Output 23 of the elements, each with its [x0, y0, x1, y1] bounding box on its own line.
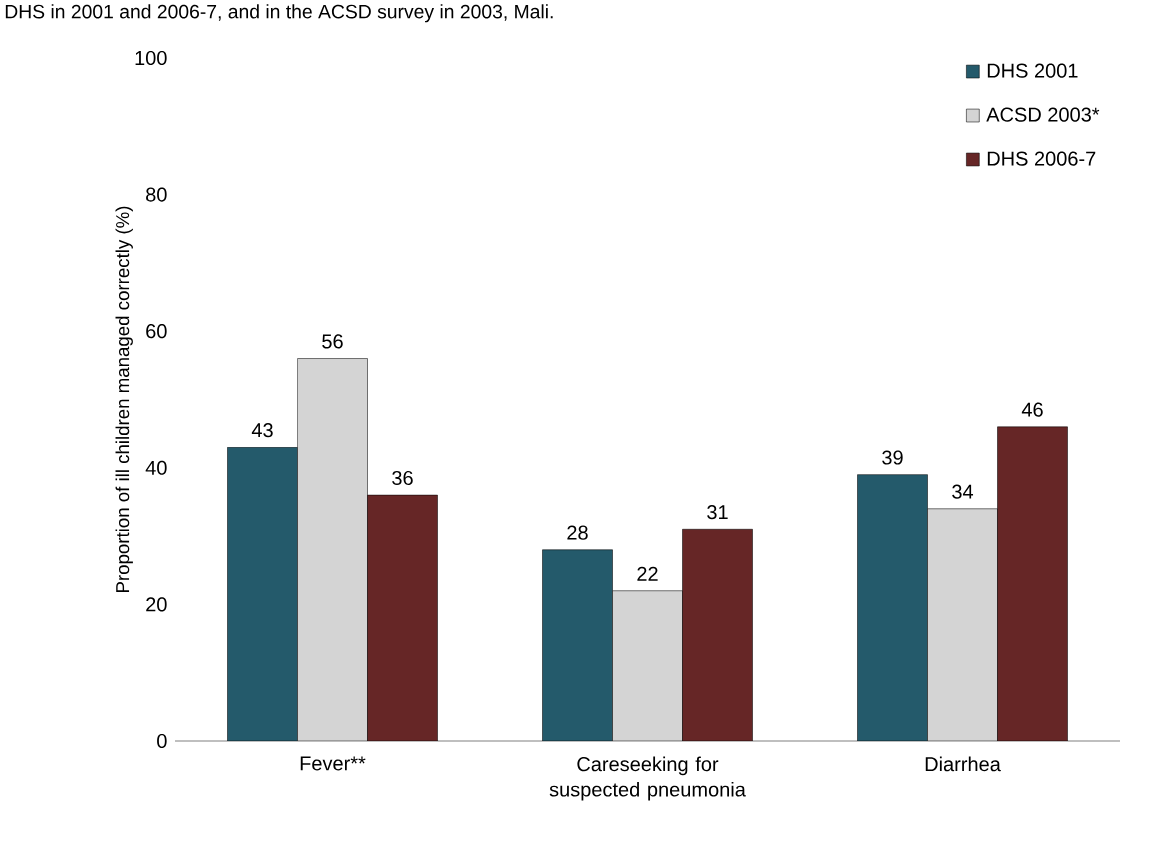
x-tick-label: Diarrhea [925, 756, 1001, 772]
y-tick-label: 100 [135, 50, 167, 66]
legend-label: ACSD 2003* [986, 107, 1100, 122]
data-label: 22 [637, 566, 658, 581]
data-label: 34 [952, 484, 974, 499]
data-label: 36 [392, 470, 413, 486]
y-tick-label: 0 [157, 733, 167, 749]
legend-label: DHS 2006-7 [987, 151, 1096, 166]
y-tick-label: 20 [146, 597, 167, 612]
data-label: 31 [707, 505, 728, 520]
y-axis-title: Proportion of ill children managed correctly (%) [115, 206, 133, 592]
y-tick-label: 80 [146, 187, 167, 202]
y-tick-label: 60 [146, 324, 167, 339]
data-label: 43 [251, 423, 273, 438]
data-label: 56 [322, 334, 343, 349]
y-tick-label: 40 [145, 460, 167, 475]
x-tick-label: Fever** [300, 756, 366, 771]
data-label: 28 [567, 525, 588, 540]
legend-label: DHS 2001 [987, 63, 1078, 78]
x-tick-label: Careseeking for suspected pneumonia [549, 756, 746, 801]
data-label: 46 [1021, 402, 1043, 417]
data-label: 39 [882, 450, 903, 465]
chart-title: DHS in 2001 and 2006-7, and in the ACSD survey in 2003, Mali. [5, 4, 553, 23]
